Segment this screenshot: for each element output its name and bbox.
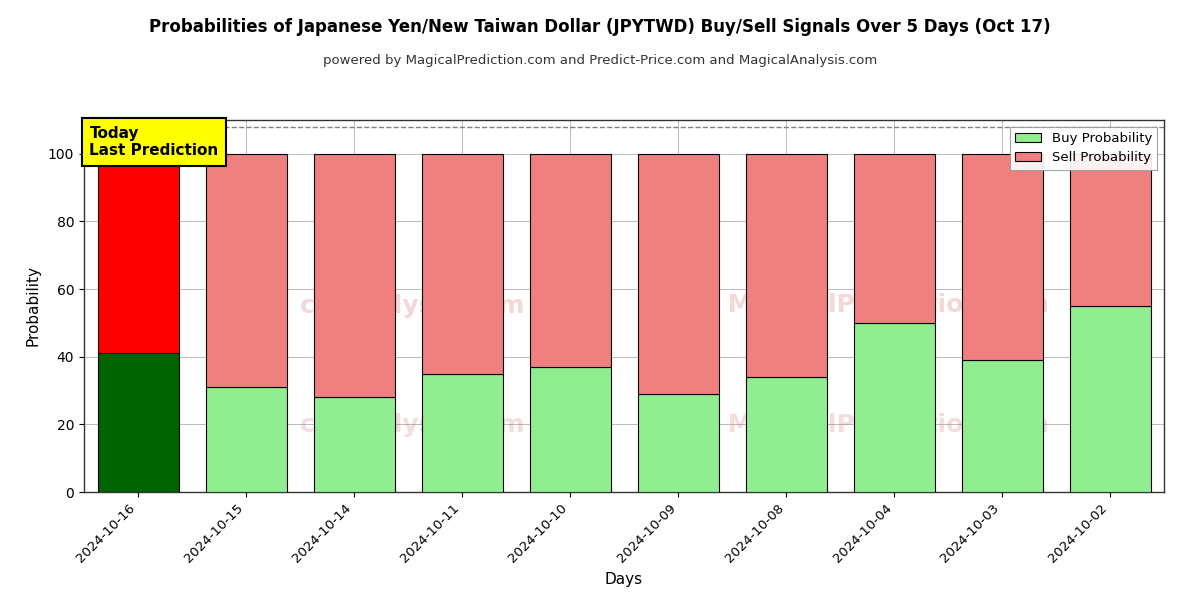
Bar xyxy=(205,387,287,492)
Bar xyxy=(853,154,935,323)
Text: calAnalysis.com: calAnalysis.com xyxy=(300,294,526,318)
Text: powered by MagicalPrediction.com and Predict-Price.com and MagicalAnalysis.com: powered by MagicalPrediction.com and Pre… xyxy=(323,54,877,67)
Bar xyxy=(529,367,611,492)
Bar xyxy=(637,154,719,394)
Bar xyxy=(313,397,395,492)
Bar xyxy=(97,154,179,353)
Bar xyxy=(421,374,503,492)
Bar xyxy=(745,377,827,492)
Bar xyxy=(97,353,179,492)
Bar xyxy=(961,360,1043,492)
Bar xyxy=(529,154,611,367)
Bar xyxy=(1069,154,1151,306)
Bar xyxy=(205,154,287,387)
X-axis label: Days: Days xyxy=(605,572,643,587)
Bar xyxy=(1069,306,1151,492)
Y-axis label: Probability: Probability xyxy=(26,265,41,346)
Bar xyxy=(421,154,503,374)
Text: | MagicalPrediction.com: | MagicalPrediction.com xyxy=(710,293,1050,319)
Text: Probabilities of Japanese Yen/New Taiwan Dollar (JPYTWD) Buy/Sell Signals Over 5: Probabilities of Japanese Yen/New Taiwan… xyxy=(149,18,1051,36)
Text: calAnalysis.com: calAnalysis.com xyxy=(300,413,526,437)
Legend: Buy Probability, Sell Probability: Buy Probability, Sell Probability xyxy=(1009,127,1158,170)
Bar xyxy=(961,154,1043,360)
Bar xyxy=(853,323,935,492)
Text: Today
Last Prediction: Today Last Prediction xyxy=(90,125,218,158)
Text: | MagicalPrediction.com: | MagicalPrediction.com xyxy=(710,413,1050,437)
Bar xyxy=(313,154,395,397)
Bar xyxy=(637,394,719,492)
Bar xyxy=(745,154,827,377)
